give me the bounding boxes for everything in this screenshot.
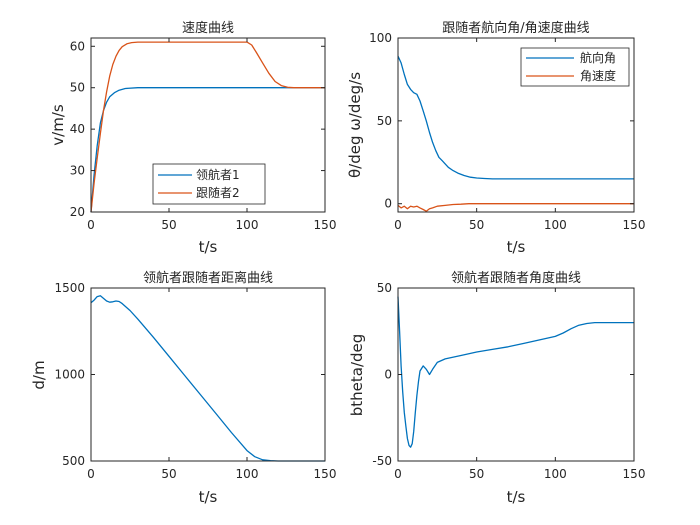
y-tick-label: 40 (70, 122, 85, 136)
y-tick-label: 0 (384, 197, 392, 211)
x-tick-label: 150 (623, 467, 646, 481)
x-tick-label: 50 (469, 218, 484, 232)
x-tick-label: 50 (469, 467, 484, 481)
x-tick-label: 0 (394, 218, 402, 232)
chart-title: 领航者跟随者角度曲线 (451, 270, 581, 286)
y-tick-label: 20 (70, 205, 85, 219)
axis-ticks: 0 50 100 150 500 1000 1500 (54, 281, 336, 481)
y-tick-label: 60 (70, 39, 85, 53)
series-line-1 (90, 295, 325, 462)
axis-ticks: 0 50 100 150 0 50 100 (369, 31, 645, 232)
y-tick-label: 50 (377, 114, 392, 128)
series-line-1 (397, 296, 634, 448)
x-axis-label: t/s (507, 488, 526, 506)
chart-title: 领航者跟随者距离曲线 (143, 270, 273, 286)
x-tick-label: 150 (314, 218, 337, 232)
y-tick-label: 50 (70, 81, 85, 95)
axis-ticks: 0 50 100 150 20 30 40 50 60 (70, 38, 337, 232)
x-tick-label: 100 (236, 218, 259, 232)
y-tick-label: 50 (377, 281, 392, 295)
x-tick-label: 0 (87, 218, 95, 232)
legend-label-follower2: 跟随者2 (196, 185, 240, 200)
y-axis-label: btheta/deg (348, 334, 366, 417)
y-axis-label: θ/deg ω/deg/s (346, 72, 364, 178)
chart-title: 跟随者航向角/角速度曲线 (442, 20, 589, 36)
subplot-distance: 领航者跟随者距离曲线 0 50 100 150 500 1000 1500 t/s d/m (30, 270, 336, 506)
axes-box (397, 37, 635, 213)
series-line-2 (90, 41, 325, 213)
x-axis-label: t/s (199, 238, 218, 256)
legend: 航向角 角速度 (520, 47, 630, 87)
legend-label-angular-velocity: 角速度 (580, 68, 616, 83)
plot-lines (397, 55, 634, 212)
plot-lines (90, 41, 325, 213)
x-tick-label: 100 (544, 467, 567, 481)
x-tick-label: 150 (623, 218, 646, 232)
legend: 领航者1 跟随者2 (152, 163, 266, 205)
x-tick-label: 100 (236, 467, 259, 481)
x-tick-label: 50 (161, 218, 176, 232)
legend-box (520, 47, 630, 87)
series-line-1 (397, 55, 634, 180)
legend-box (152, 163, 266, 205)
legend-label-leader1: 领航者1 (196, 167, 240, 182)
x-tick-label: 150 (314, 467, 337, 481)
series-line-2 (397, 203, 634, 212)
y-axis-label: d/m (30, 360, 48, 389)
x-tick-label: 0 (394, 467, 402, 481)
y-tick-label: 500 (62, 454, 85, 468)
plot-lines (90, 295, 325, 462)
x-axis-label: t/s (507, 238, 526, 256)
plot-lines (397, 296, 634, 448)
subplot-speed: 速度曲线 0 50 100 150 20 30 40 50 60 t/s v/m/s 领航者1 … (49, 20, 336, 256)
x-axis-label: t/s (199, 488, 218, 506)
y-tick-label: 1000 (54, 368, 85, 382)
y-tick-label: 100 (369, 31, 392, 45)
y-tick-label: 0 (384, 368, 392, 382)
legend-label-heading: 航向角 (580, 50, 616, 65)
y-tick-label: -50 (372, 454, 392, 468)
y-axis-label: v/m/s (49, 104, 67, 146)
subplot-heading: 跟随者航向角/角速度曲线 0 50 100 150 0 50 100 t/s θ/deg ω… (346, 20, 645, 256)
y-tick-label: 1500 (54, 281, 85, 295)
x-tick-label: 50 (161, 467, 176, 481)
axes-box (90, 37, 326, 213)
series-line-1 (90, 87, 325, 213)
x-tick-label: 0 (87, 467, 95, 481)
y-tick-label: 30 (70, 164, 85, 178)
x-tick-label: 100 (544, 218, 567, 232)
chart-title: 速度曲线 (182, 20, 234, 36)
